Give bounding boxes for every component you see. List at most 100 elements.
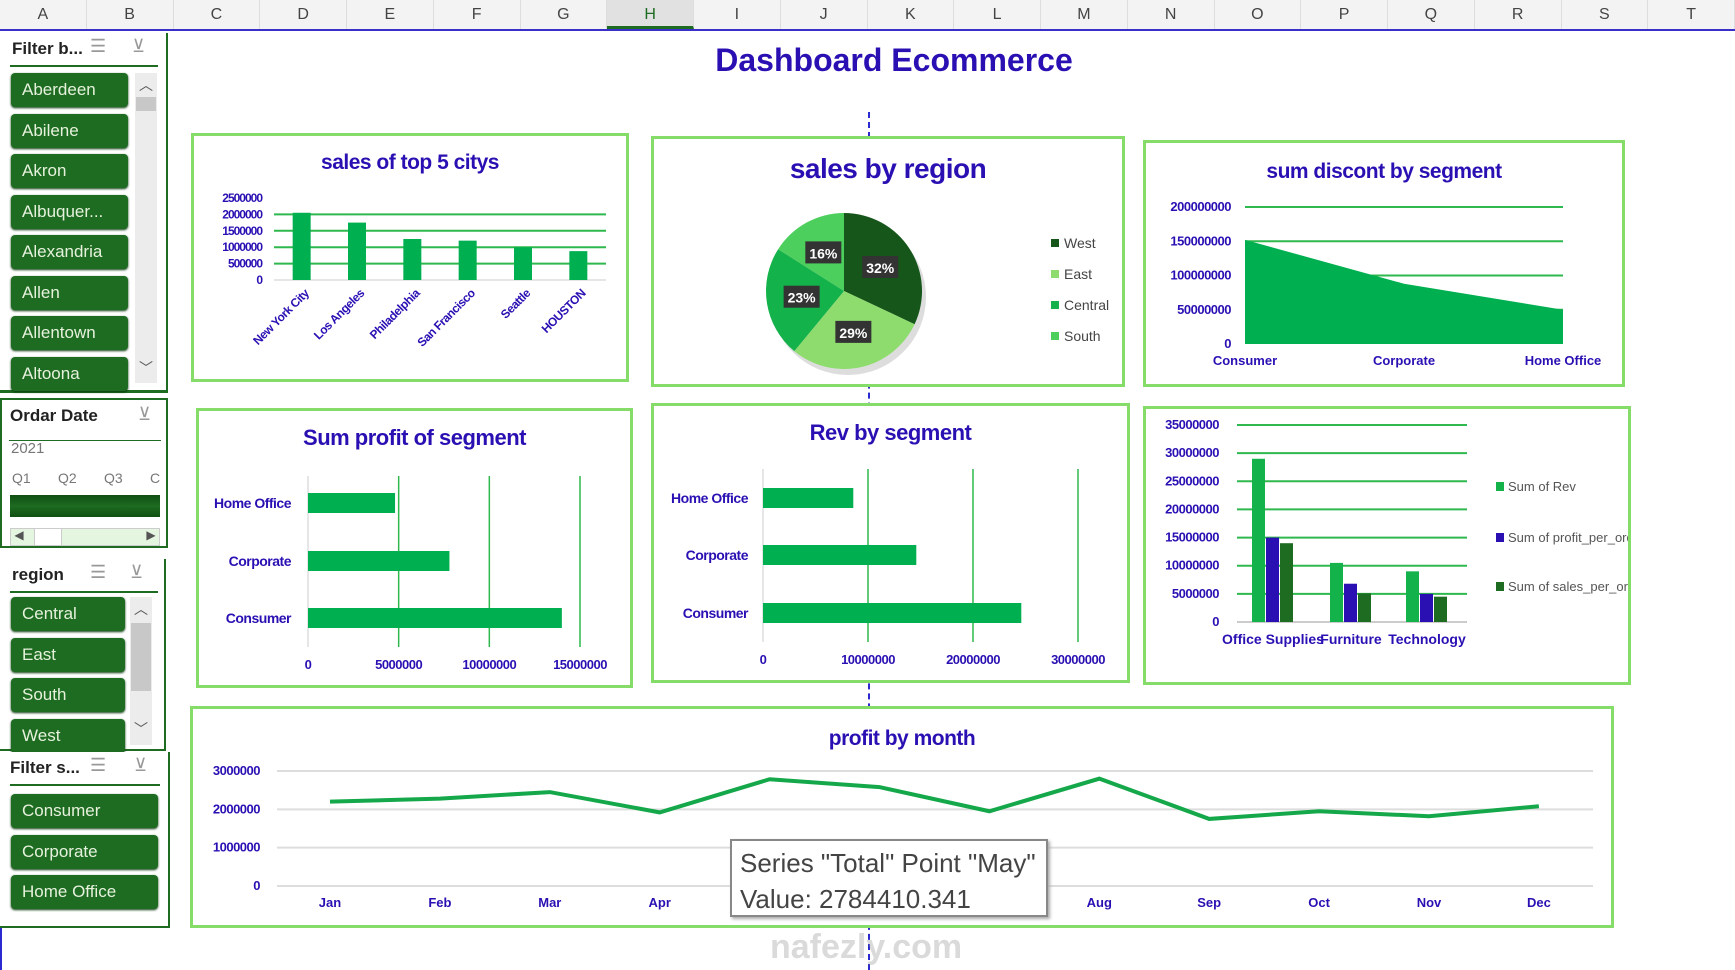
slicer-item-alexandria[interactable]: Alexandria: [11, 235, 128, 269]
column-header-E[interactable]: E: [347, 0, 434, 29]
column-header-D[interactable]: D: [260, 0, 347, 29]
column-header-T[interactable]: T: [1648, 0, 1735, 29]
x-tick-label: 5000000: [375, 657, 422, 672]
slicer-item-south[interactable]: South: [11, 678, 125, 712]
scroll-down-icon[interactable]: ﹀: [134, 721, 148, 737]
timeline-quarter-Q1: Q1: [12, 470, 31, 486]
bar-sum-of-sales-per-order: [1280, 543, 1293, 622]
column-header-O[interactable]: O: [1215, 0, 1302, 29]
chart-title: sales of top 5 citys: [321, 151, 499, 174]
slicer-item-akron[interactable]: Akron: [11, 154, 128, 188]
column-header-M[interactable]: M: [1041, 0, 1128, 29]
x-tick-label: Home Office: [1525, 353, 1602, 368]
data-label-box: [862, 256, 899, 279]
chart-top5-cities[interactable]: sales of top 5 citys 0 500000 1000000 15000…: [191, 133, 629, 382]
scroll-down-icon[interactable]: ﹀: [139, 360, 153, 376]
chart-discount-by-segment[interactable]: sum discont by segment 0 50000000 10000000…: [1143, 140, 1625, 387]
clear-filter-icon[interactable]: ⊻: [130, 562, 144, 582]
y-tick-label: 1500000: [222, 224, 263, 238]
chart-by-category[interactable]: 0 5000000 10000000 15000000 20000000 25000000…: [1143, 406, 1631, 685]
x-tick-label: Apr: [649, 895, 671, 910]
column-header-B[interactable]: B: [87, 0, 174, 29]
bar-sum-of-profit-per-order: [1266, 537, 1279, 622]
data-label-box: [783, 285, 820, 308]
column-header-L[interactable]: L: [954, 0, 1041, 29]
timeline-quarter-C: C: [150, 470, 161, 486]
y-tick-label: Corporate: [686, 547, 749, 563]
tooltip-series-line: Series "Total" Point "May": [740, 848, 1036, 878]
column-header-C[interactable]: C: [174, 0, 261, 29]
city-slicer-title: Filter b...: [12, 39, 83, 58]
scroll-up-icon[interactable]: ︿: [139, 77, 153, 93]
clear-filter-icon[interactable]: ⊻: [134, 755, 148, 775]
bar: [763, 488, 854, 508]
chart-title: Rev by segment: [809, 420, 972, 445]
legend-swatch: [1496, 533, 1504, 542]
y-tick-label: 50000000: [1177, 302, 1231, 317]
chart-profit-by-segment[interactable]: Sum profit of segment 0 5000000 10000000 15…: [196, 408, 633, 688]
line-series-total: [329, 776, 1540, 821]
x-tick-label: 0: [760, 652, 767, 667]
segment-slicer-title: Filter s...: [10, 758, 80, 777]
legend-swatch: [1051, 270, 1059, 278]
y-tick-label: 1000000: [213, 840, 260, 855]
slicer-item-abilene[interactable]: Abilene: [11, 113, 128, 148]
timeline-scrollbar[interactable]: [10, 528, 160, 546]
slicer-item-corporate[interactable]: Corporate: [11, 834, 158, 869]
x-tick-label: Feb: [428, 895, 451, 910]
legend-swatch: [1051, 239, 1059, 247]
timeline-scroll-thumb[interactable]: [34, 528, 62, 546]
clear-filter-icon[interactable]: ⊻: [138, 404, 152, 424]
y-tick-label: Home Office: [214, 495, 292, 511]
scroll-left-icon[interactable]: ◀: [14, 528, 24, 542]
scroll-up-icon[interactable]: ︿: [134, 601, 148, 617]
column-header-K[interactable]: K: [868, 0, 955, 29]
slicer-item-consumer[interactable]: Consumer: [11, 794, 158, 828]
slicer-item-altoona[interactable]: Altoona: [11, 356, 128, 391]
slicer-item-central[interactable]: Central: [11, 597, 125, 631]
y-tick-label: 100000000: [1170, 268, 1231, 283]
x-tick-label: Office Supplies: [1222, 631, 1324, 647]
column-header-Q[interactable]: Q: [1388, 0, 1475, 29]
column-header-F[interactable]: F: [434, 0, 521, 29]
bar-sum-of-sales-per-order: [1358, 593, 1371, 622]
column-header-A[interactable]: A: [0, 0, 87, 29]
slicer-item-aberdeen[interactable]: Aberdeen: [11, 73, 128, 107]
column-header-I[interactable]: I: [694, 0, 781, 29]
column-header-R[interactable]: R: [1475, 0, 1562, 29]
slicer-item-west[interactable]: West: [11, 718, 125, 753]
y-tick-label: 30000000: [1165, 445, 1219, 460]
multi-select-icon[interactable]: ☰: [90, 36, 107, 56]
column-header-S[interactable]: S: [1562, 0, 1649, 29]
clear-filter-icon[interactable]: ⊻: [132, 36, 146, 56]
chart-rev-by-segment[interactable]: Rev by segment 0 10000000 20000000 30000000…: [651, 403, 1130, 683]
timeline-quarter-Q3: Q3: [104, 470, 123, 486]
column-header-N[interactable]: N: [1128, 0, 1215, 29]
slicer-item-homeoffice[interactable]: Home Office: [11, 875, 158, 909]
multi-select-icon[interactable]: ☰: [90, 562, 107, 582]
city-scrollbar[interactable]: [135, 73, 157, 383]
multi-select-icon[interactable]: ☰: [90, 755, 107, 775]
scroll-thumb[interactable]: [136, 97, 156, 111]
timeline-bar[interactable]: [10, 495, 160, 517]
segment-slicer: Filter s... ☰ ⊻ Consumer Corporate Home Of…: [0, 752, 170, 928]
column-header-J[interactable]: J: [781, 0, 868, 29]
column-header-H[interactable]: H: [607, 0, 694, 29]
y-tick-label: 2500000: [222, 191, 263, 205]
slicer-item-albuquer[interactable]: Albuquer...: [11, 194, 128, 229]
chart-sales-by-region[interactable]: sales by region 32% 29% 23% 16% West East Cent…: [651, 136, 1125, 387]
slicer-item-allen[interactable]: Allen: [11, 275, 128, 310]
bar: [308, 608, 562, 628]
column-header-P[interactable]: P: [1301, 0, 1388, 29]
x-tick-label: Oct: [1308, 895, 1330, 910]
column-header-G[interactable]: G: [521, 0, 608, 29]
y-tick-label: 500000: [228, 257, 263, 271]
scroll-right-icon[interactable]: ▶: [146, 528, 156, 542]
data-label: 16%: [809, 245, 838, 261]
slicer-item-allentown[interactable]: Allentown: [11, 316, 128, 350]
scroll-thumb[interactable]: [131, 623, 151, 691]
x-tick-label: New York City: [250, 286, 312, 348]
slicer-item-east[interactable]: East: [11, 637, 125, 672]
chart-title: sales by region: [789, 153, 987, 184]
